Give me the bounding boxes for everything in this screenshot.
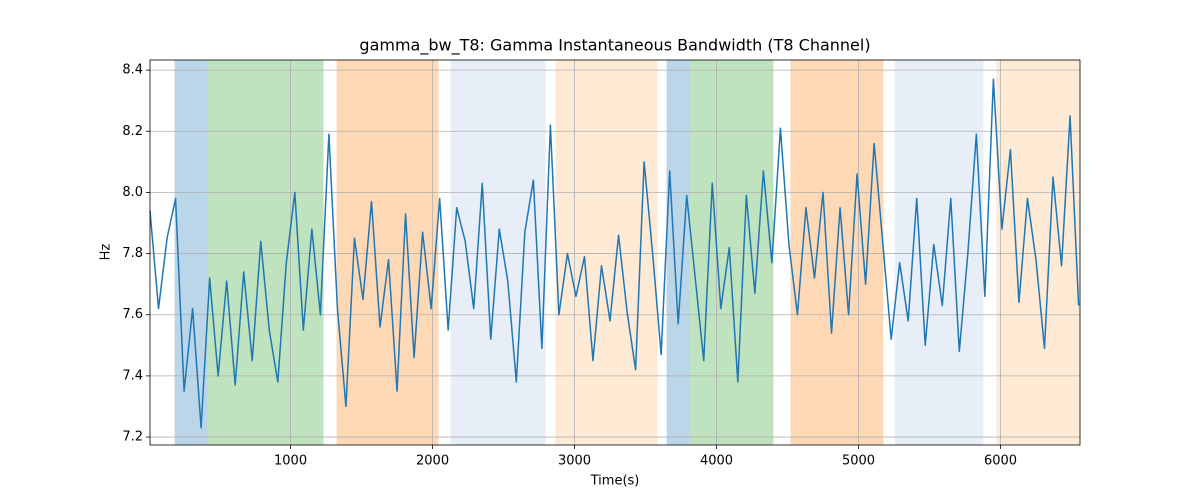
x-tick-label: 3000: [558, 454, 591, 469]
x-tick-label: 1000: [274, 454, 307, 469]
shaded-span: [207, 60, 324, 445]
shaded-span: [894, 60, 984, 445]
y-tick-label: 7.8: [122, 246, 143, 261]
y-tick-label: 8.0: [122, 185, 143, 200]
x-tick-label: 6000: [984, 454, 1017, 469]
shaded-span: [555, 60, 658, 445]
x-axis-label: Time(s): [590, 474, 640, 489]
shaded-span: [174, 60, 208, 445]
y-axis-label: Hz: [99, 244, 114, 261]
plot-frame: [149, 59, 1081, 446]
shaded-span: [666, 60, 690, 445]
y-tick-label: 7.4: [122, 368, 143, 383]
x-tick-label: 4000: [700, 454, 733, 469]
shaded-span: [689, 60, 774, 445]
y-tick-label: 7.2: [122, 430, 143, 445]
y-tick-label: 8.2: [122, 124, 143, 139]
x-tick-label: 2000: [416, 454, 449, 469]
shaded-span: [996, 60, 1081, 445]
y-tick-label: 8.4: [122, 63, 143, 78]
x-tick-label: 5000: [842, 454, 875, 469]
data-line: [149, 78, 1080, 429]
y-tick-label: 7.6: [122, 307, 143, 322]
shaded-span: [336, 60, 439, 445]
chart-title: gamma_bw_T8: Gamma Instantaneous Bandwid…: [359, 36, 870, 56]
